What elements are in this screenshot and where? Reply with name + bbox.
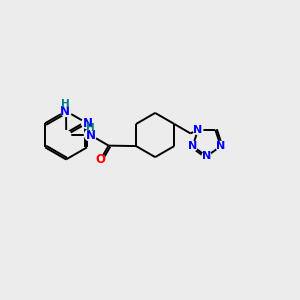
Circle shape — [193, 125, 203, 134]
Circle shape — [216, 142, 225, 151]
Text: H: H — [86, 123, 95, 133]
Text: N: N — [194, 125, 202, 135]
Text: O: O — [95, 153, 105, 166]
Circle shape — [95, 155, 105, 165]
Text: N: N — [216, 141, 225, 151]
Text: N: N — [60, 105, 70, 118]
Circle shape — [202, 152, 211, 161]
Text: N: N — [202, 152, 211, 161]
Circle shape — [188, 142, 197, 151]
Circle shape — [82, 118, 92, 128]
Circle shape — [62, 130, 70, 140]
Text: H: H — [61, 99, 69, 109]
Circle shape — [61, 106, 71, 116]
Text: N: N — [83, 117, 93, 130]
Text: N: N — [188, 141, 197, 151]
Text: N: N — [85, 128, 95, 142]
Circle shape — [85, 129, 96, 141]
